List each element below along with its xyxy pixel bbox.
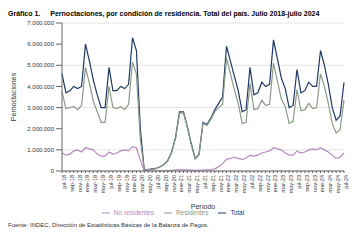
svg-text:jul-18: jul-18 bbox=[61, 175, 67, 189]
svg-text:4.000.000: 4.000.000 bbox=[27, 84, 54, 90]
svg-text:5.000.000: 5.000.000 bbox=[27, 62, 54, 68]
svg-text:6.000.000: 6.000.000 bbox=[27, 41, 54, 47]
svg-text:sep-19: sep-19 bbox=[116, 175, 122, 192]
svg-text:3.000.000: 3.000.000 bbox=[27, 105, 54, 111]
svg-text:nov-23: nov-23 bbox=[312, 175, 318, 192]
svg-text:jul-23: jul-23 bbox=[296, 175, 302, 189]
svg-text:jul-22: jul-22 bbox=[249, 175, 255, 189]
svg-text:0: 0 bbox=[51, 168, 55, 174]
svg-text:mar-22: mar-22 bbox=[233, 175, 239, 192]
svg-text:nov-21: nov-21 bbox=[218, 175, 224, 192]
svg-text:nov-18: nov-18 bbox=[77, 175, 83, 192]
svg-text:Pernoctaciones: Pernoctaciones bbox=[10, 72, 17, 121]
svg-text:nov-20: nov-20 bbox=[171, 175, 177, 192]
svg-text:mar-24: mar-24 bbox=[327, 175, 333, 192]
svg-text:may-23: may-23 bbox=[288, 175, 294, 193]
svg-text:sep-22: sep-22 bbox=[257, 175, 263, 192]
svg-text:sep-18: sep-18 bbox=[69, 175, 75, 192]
svg-text:may-21: may-21 bbox=[194, 175, 200, 193]
html-text:Total: Total bbox=[230, 209, 245, 216]
svg-text:nov-19: nov-19 bbox=[124, 175, 130, 192]
svg-text:jul-21: jul-21 bbox=[202, 175, 208, 189]
html-text:Residentes: Residentes bbox=[175, 209, 209, 216]
svg-text:ene-21: ene-21 bbox=[178, 175, 184, 192]
svg-text:mar-20: mar-20 bbox=[139, 175, 145, 192]
html-text:Pernoctaciones, por condición: Pernoctaciones, por condición de residen… bbox=[50, 10, 320, 17]
svg-text:ene-24: ene-24 bbox=[319, 175, 325, 192]
svg-text:mar-19: mar-19 bbox=[92, 175, 98, 192]
html-text:No residentes: No residentes bbox=[113, 209, 154, 216]
svg-text:mar-23: mar-23 bbox=[280, 175, 286, 192]
svg-text:ene-23: ene-23 bbox=[272, 175, 278, 192]
svg-text:mar-21: mar-21 bbox=[186, 175, 192, 192]
svg-text:sep-21: sep-21 bbox=[210, 175, 216, 192]
html-text:Fuente: INDEC, Dirección de Es: Fuente: INDEC, Dirección de Estadísticas… bbox=[8, 222, 209, 228]
svg-text:may-22: may-22 bbox=[241, 175, 247, 193]
svg-text:jul-19: jul-19 bbox=[108, 175, 114, 189]
svg-text:Período: Período bbox=[191, 203, 216, 210]
svg-text:may-24: may-24 bbox=[335, 175, 341, 193]
svg-text:jul-20: jul-20 bbox=[155, 175, 161, 189]
svg-text:7.000.000: 7.000.000 bbox=[27, 20, 54, 26]
svg-text:jul-24: jul-24 bbox=[343, 175, 349, 189]
svg-text:ene-19: ene-19 bbox=[84, 175, 90, 192]
svg-text:may-20: may-20 bbox=[147, 175, 153, 193]
svg-text:ene-20: ene-20 bbox=[131, 175, 137, 192]
svg-text:sep-20: sep-20 bbox=[163, 175, 169, 192]
html-text:Gráfico 1.: Gráfico 1. bbox=[8, 10, 41, 17]
svg-text:sep-23: sep-23 bbox=[304, 175, 310, 192]
svg-text:may-19: may-19 bbox=[100, 175, 106, 193]
svg-text:1.000.000: 1.000.000 bbox=[27, 147, 54, 153]
svg-text:2.000.000: 2.000.000 bbox=[27, 126, 54, 132]
svg-text:ene-22: ene-22 bbox=[225, 175, 231, 192]
svg-text:nov-22: nov-22 bbox=[265, 175, 271, 192]
